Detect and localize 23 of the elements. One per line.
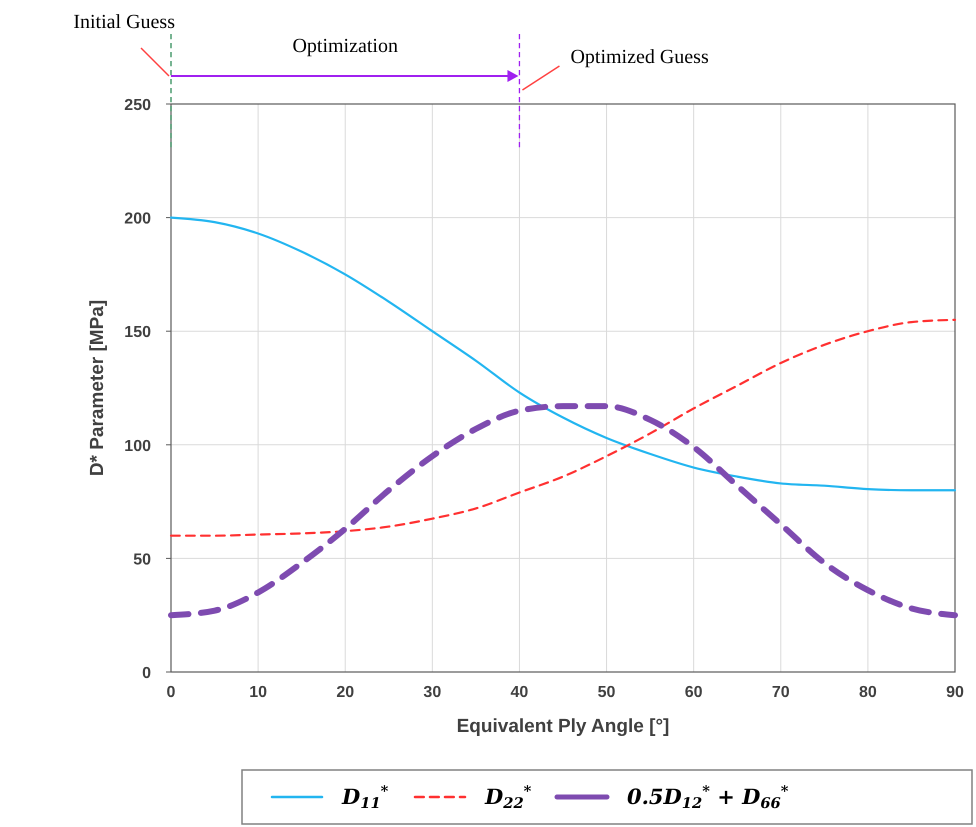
y-tick-label: 200 <box>124 210 152 228</box>
y-tick-label: 50 <box>133 551 152 568</box>
x-tick-label: 40 <box>510 684 528 701</box>
x-tick-label: 0 <box>166 684 176 701</box>
y-tick-label: 150 <box>124 324 152 342</box>
x-tick-label: 80 <box>858 684 877 701</box>
x-tick-label: 20 <box>336 684 354 701</box>
line-series <box>170 318 956 537</box>
ref-line-label: Initial Guess <box>73 11 176 33</box>
x-tick-label: 30 <box>423 684 442 701</box>
ref-line-label: Optimized Guess <box>570 46 709 68</box>
y-tick-label: 0 <box>142 665 152 682</box>
y-axis-title: D* Parameter [MPa] <box>87 300 108 476</box>
x-tick-label: 70 <box>772 684 790 701</box>
x-tick-label: 90 <box>946 684 964 701</box>
x-tick-label: 60 <box>684 684 703 701</box>
text: Optimization <box>292 35 398 57</box>
y-tick-label: 250 <box>124 97 152 114</box>
x-tick-label: 50 <box>598 684 616 701</box>
x-axis-title: Equivalent Ply Angle [°] <box>456 716 670 737</box>
line-series <box>170 216 956 492</box>
x-tick-label: 10 <box>249 684 268 701</box>
y-tick-label: 100 <box>124 438 152 455</box>
